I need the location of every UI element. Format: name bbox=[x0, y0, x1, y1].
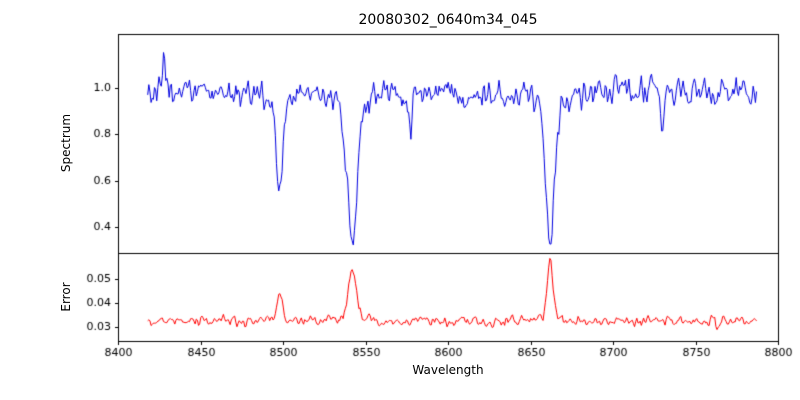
error-y-axis-label: Error bbox=[59, 282, 73, 312]
chart-title: 20080302_0640m34_045 bbox=[358, 12, 538, 28]
x-axis-label: Wavelength bbox=[412, 363, 484, 377]
spectrum-y-axis-label: Spectrum bbox=[59, 113, 73, 173]
